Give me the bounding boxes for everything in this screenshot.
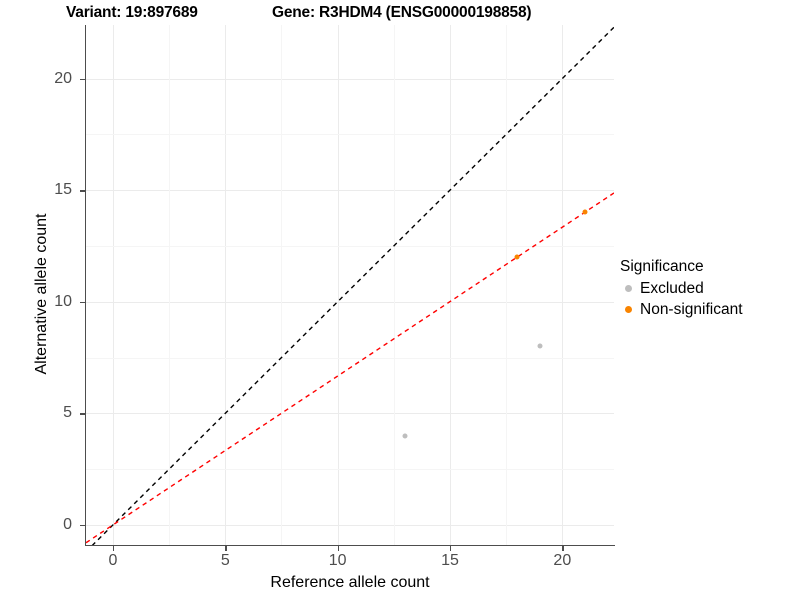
grid-line-y-minor bbox=[86, 357, 614, 359]
grid-line-x-major bbox=[112, 25, 114, 545]
legend-items: Excluded Non-significant bbox=[620, 278, 796, 320]
grid-line-y-minor bbox=[86, 134, 614, 136]
x-tick-label: 0 bbox=[108, 552, 118, 569]
grid-line-x-minor bbox=[169, 25, 171, 545]
chart-title-row: Variant: 19:897689 Gene: R3HDM4 (ENSG000… bbox=[0, 4, 800, 26]
y-tick-mark bbox=[80, 413, 85, 415]
y-tick-mark bbox=[80, 190, 85, 192]
reference-lines-layer bbox=[86, 26, 614, 545]
y-axis-line bbox=[85, 25, 87, 546]
y-tick-mark bbox=[80, 301, 85, 304]
legend-item-non-significant[interactable]: Non-significant bbox=[620, 299, 796, 320]
x-axis-line bbox=[86, 545, 615, 547]
x-tick-mark bbox=[562, 546, 564, 551]
legend-key-icon bbox=[620, 280, 637, 297]
x-tick-mark bbox=[449, 546, 452, 551]
grid-line-x-minor bbox=[393, 25, 395, 545]
legend-item-excluded[interactable]: Excluded bbox=[620, 278, 796, 299]
data-point bbox=[582, 209, 588, 215]
grid-line-y-major bbox=[86, 413, 614, 415]
grid-line-x-major bbox=[225, 25, 227, 545]
legend-dot-icon bbox=[625, 285, 632, 292]
y-tick-label: 10 bbox=[54, 292, 72, 310]
y-tick-label: 5 bbox=[63, 404, 72, 422]
grid-line-y-major bbox=[86, 301, 614, 303]
y-axis-label: Alternative allele count bbox=[33, 213, 50, 375]
gene-title: Gene: R3HDM4 (ENSG00000198858) bbox=[272, 4, 532, 21]
grid-line-y-major bbox=[86, 524, 614, 526]
grid-line-y-major bbox=[86, 190, 614, 192]
legend-dot-icon bbox=[625, 306, 632, 313]
x-tick-label: 20 bbox=[553, 552, 572, 569]
data-point bbox=[537, 343, 543, 349]
x-tick-mark bbox=[112, 546, 115, 551]
legend-label: Non-significant bbox=[640, 300, 743, 318]
plot-panel bbox=[86, 25, 614, 545]
grid-line-x-major bbox=[562, 25, 564, 545]
x-tick-label: 10 bbox=[328, 552, 347, 569]
y-tick-mark bbox=[80, 524, 85, 527]
x-tick-mark bbox=[337, 546, 340, 551]
fitted-line bbox=[86, 192, 614, 544]
y-tick-label: 15 bbox=[54, 181, 72, 199]
grid-line-x-minor bbox=[281, 25, 283, 545]
y-tick-label: 0 bbox=[63, 515, 72, 533]
x-axis-label: Reference allele count bbox=[270, 574, 430, 591]
x-tick-mark bbox=[225, 546, 227, 551]
legend: Significance Excluded Non-significant bbox=[620, 258, 796, 320]
grid-line-y-minor bbox=[86, 469, 614, 471]
legend-title: Significance bbox=[620, 258, 704, 275]
legend-label: Excluded bbox=[640, 279, 704, 297]
x-tick-label: 5 bbox=[220, 552, 230, 569]
variant-title: Variant: 19:897689 bbox=[66, 4, 198, 21]
grid-line-y-major bbox=[86, 78, 614, 80]
legend-key-icon bbox=[620, 301, 637, 318]
y-tick-mark bbox=[80, 78, 85, 80]
data-point bbox=[514, 254, 520, 260]
grid-line-x-major bbox=[337, 25, 339, 545]
data-points-layer bbox=[86, 25, 614, 545]
y-tick-label: 20 bbox=[54, 69, 72, 87]
grid-line-x-major bbox=[449, 25, 451, 545]
grid-line-y-minor bbox=[86, 245, 614, 247]
data-point bbox=[402, 433, 408, 439]
grid-line-x-minor bbox=[506, 25, 508, 545]
x-tick-label: 15 bbox=[441, 552, 459, 569]
